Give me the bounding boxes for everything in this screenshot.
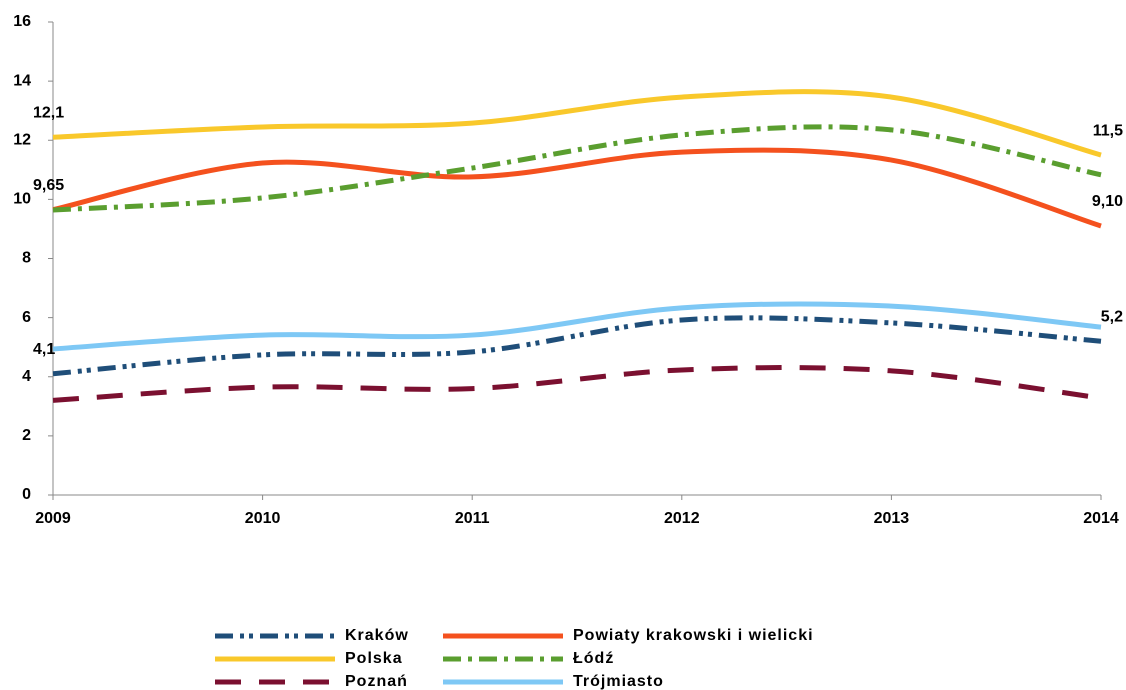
line-series (52, 147, 1102, 229)
data-label: 12,1 (33, 105, 64, 122)
line-series (52, 124, 1102, 213)
x-tick-label: 2012 (664, 510, 700, 527)
x-tick-label: 2014 (1083, 510, 1119, 527)
y-tick-label: 12 (13, 131, 31, 148)
x-tick-label: 2009 (35, 510, 71, 527)
legend-label: Łódź (573, 650, 614, 667)
line-series (52, 89, 1102, 158)
legend-label: Trójmiasto (573, 673, 664, 690)
x-tick-label: 2011 (455, 510, 490, 527)
data-label: 9,10 (1092, 193, 1123, 210)
y-tick-label: 14 (13, 72, 31, 89)
data-label: 5,2 (1101, 308, 1123, 325)
y-tick-label: 8 (22, 250, 31, 267)
line-series (52, 315, 1102, 377)
data-label: 9,65 (33, 177, 64, 194)
y-tick-label: 10 (13, 191, 31, 208)
legend-label: Powiaty krakowski i wielicki (573, 627, 814, 644)
y-tick-label: 16 (13, 13, 31, 30)
x-tick-label: 2013 (874, 510, 910, 527)
legend-label: Poznań (345, 673, 408, 690)
legend-label: Kraków (345, 627, 409, 644)
y-tick-label: 0 (22, 486, 31, 503)
line-series (52, 301, 1102, 352)
y-tick-label: 2 (22, 427, 31, 444)
line-series (52, 365, 1102, 403)
data-label: 11,5 (1093, 122, 1123, 139)
legend-label: Polska (345, 650, 403, 667)
y-tick-label: 4 (22, 368, 31, 385)
data-label: 4,1 (33, 341, 55, 358)
y-tick-label: 6 (22, 309, 31, 326)
x-tick-label: 2010 (245, 510, 281, 527)
